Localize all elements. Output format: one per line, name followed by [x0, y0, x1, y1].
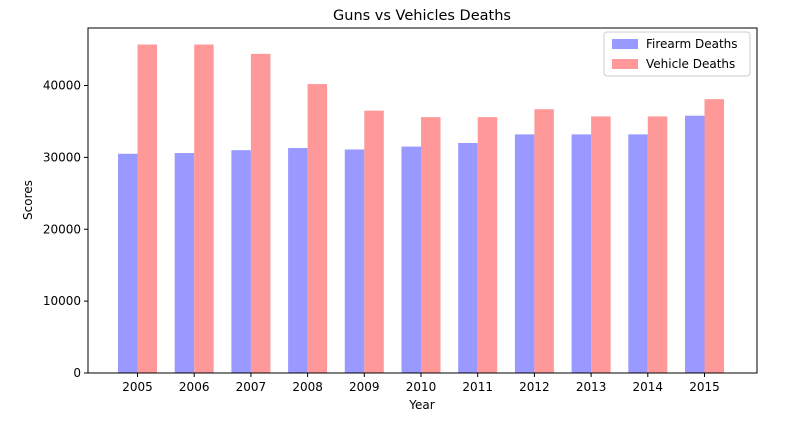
bar-firearm — [231, 150, 251, 373]
x-tick-label: 2009 — [349, 380, 380, 394]
x-tick-label: 2015 — [689, 380, 720, 394]
x-axis-title: Year — [408, 398, 434, 412]
bar-firearm — [571, 134, 592, 373]
plot-area: 0 10000 20000 30000 40000 2005 2006 2007 2008 200… — [43, 27, 758, 394]
bar-vehicle — [307, 84, 328, 373]
bar-vehicle — [704, 99, 724, 373]
bar-vehicle — [534, 109, 554, 373]
x-tick-label: 2010 — [406, 380, 437, 394]
bar-firearm — [514, 134, 535, 373]
chart-title: Guns vs Vehicles Deaths — [333, 8, 511, 24]
bar-firearm — [458, 143, 478, 373]
legend-box — [603, 31, 751, 77]
bar-vehicle — [194, 44, 214, 373]
y-tick-label: 0 — [73, 366, 81, 380]
bar-vehicle — [250, 53, 271, 373]
x-tick-label: 2013 — [576, 380, 607, 394]
x-tick-label: 2005 — [122, 380, 153, 394]
bar-firearm — [174, 153, 195, 373]
bar-vehicle — [477, 117, 498, 373]
legend: Firearm Deaths Vehicle Deaths — [603, 31, 751, 77]
bar-vehicle — [364, 110, 384, 373]
y-tick-label: 20000 — [43, 222, 81, 236]
x-tick-label: 2006 — [179, 380, 210, 394]
bar-firearm — [344, 149, 365, 373]
bar-vehicle — [137, 44, 157, 373]
x-tick-label: 2011 — [462, 380, 493, 394]
legend-label: Vehicle Deaths — [646, 57, 735, 71]
bar-firearm — [685, 115, 705, 373]
y-axis-title: Scores — [21, 180, 35, 220]
legend-label: Firearm Deaths — [646, 37, 738, 51]
x-tick-label: 2014 — [633, 380, 664, 394]
bar-firearm — [628, 134, 648, 373]
bar-vehicle — [647, 116, 668, 373]
bar-firearm — [118, 153, 138, 373]
y-tick-label: 30000 — [43, 150, 81, 164]
bar-vehicle — [591, 116, 611, 373]
legend-swatch — [612, 59, 638, 69]
y-tick-label: 10000 — [43, 294, 81, 308]
plot-frame — [87, 27, 758, 374]
bar-firearm — [401, 146, 421, 373]
bar-vehicle — [421, 117, 441, 373]
x-tick-label: 2007 — [236, 380, 267, 394]
x-tick-label: 2012 — [519, 380, 550, 394]
y-tick-label: 40000 — [43, 79, 81, 93]
x-tick-label: 2008 — [292, 380, 323, 394]
legend-swatch — [612, 39, 638, 49]
bar-firearm — [288, 148, 308, 373]
